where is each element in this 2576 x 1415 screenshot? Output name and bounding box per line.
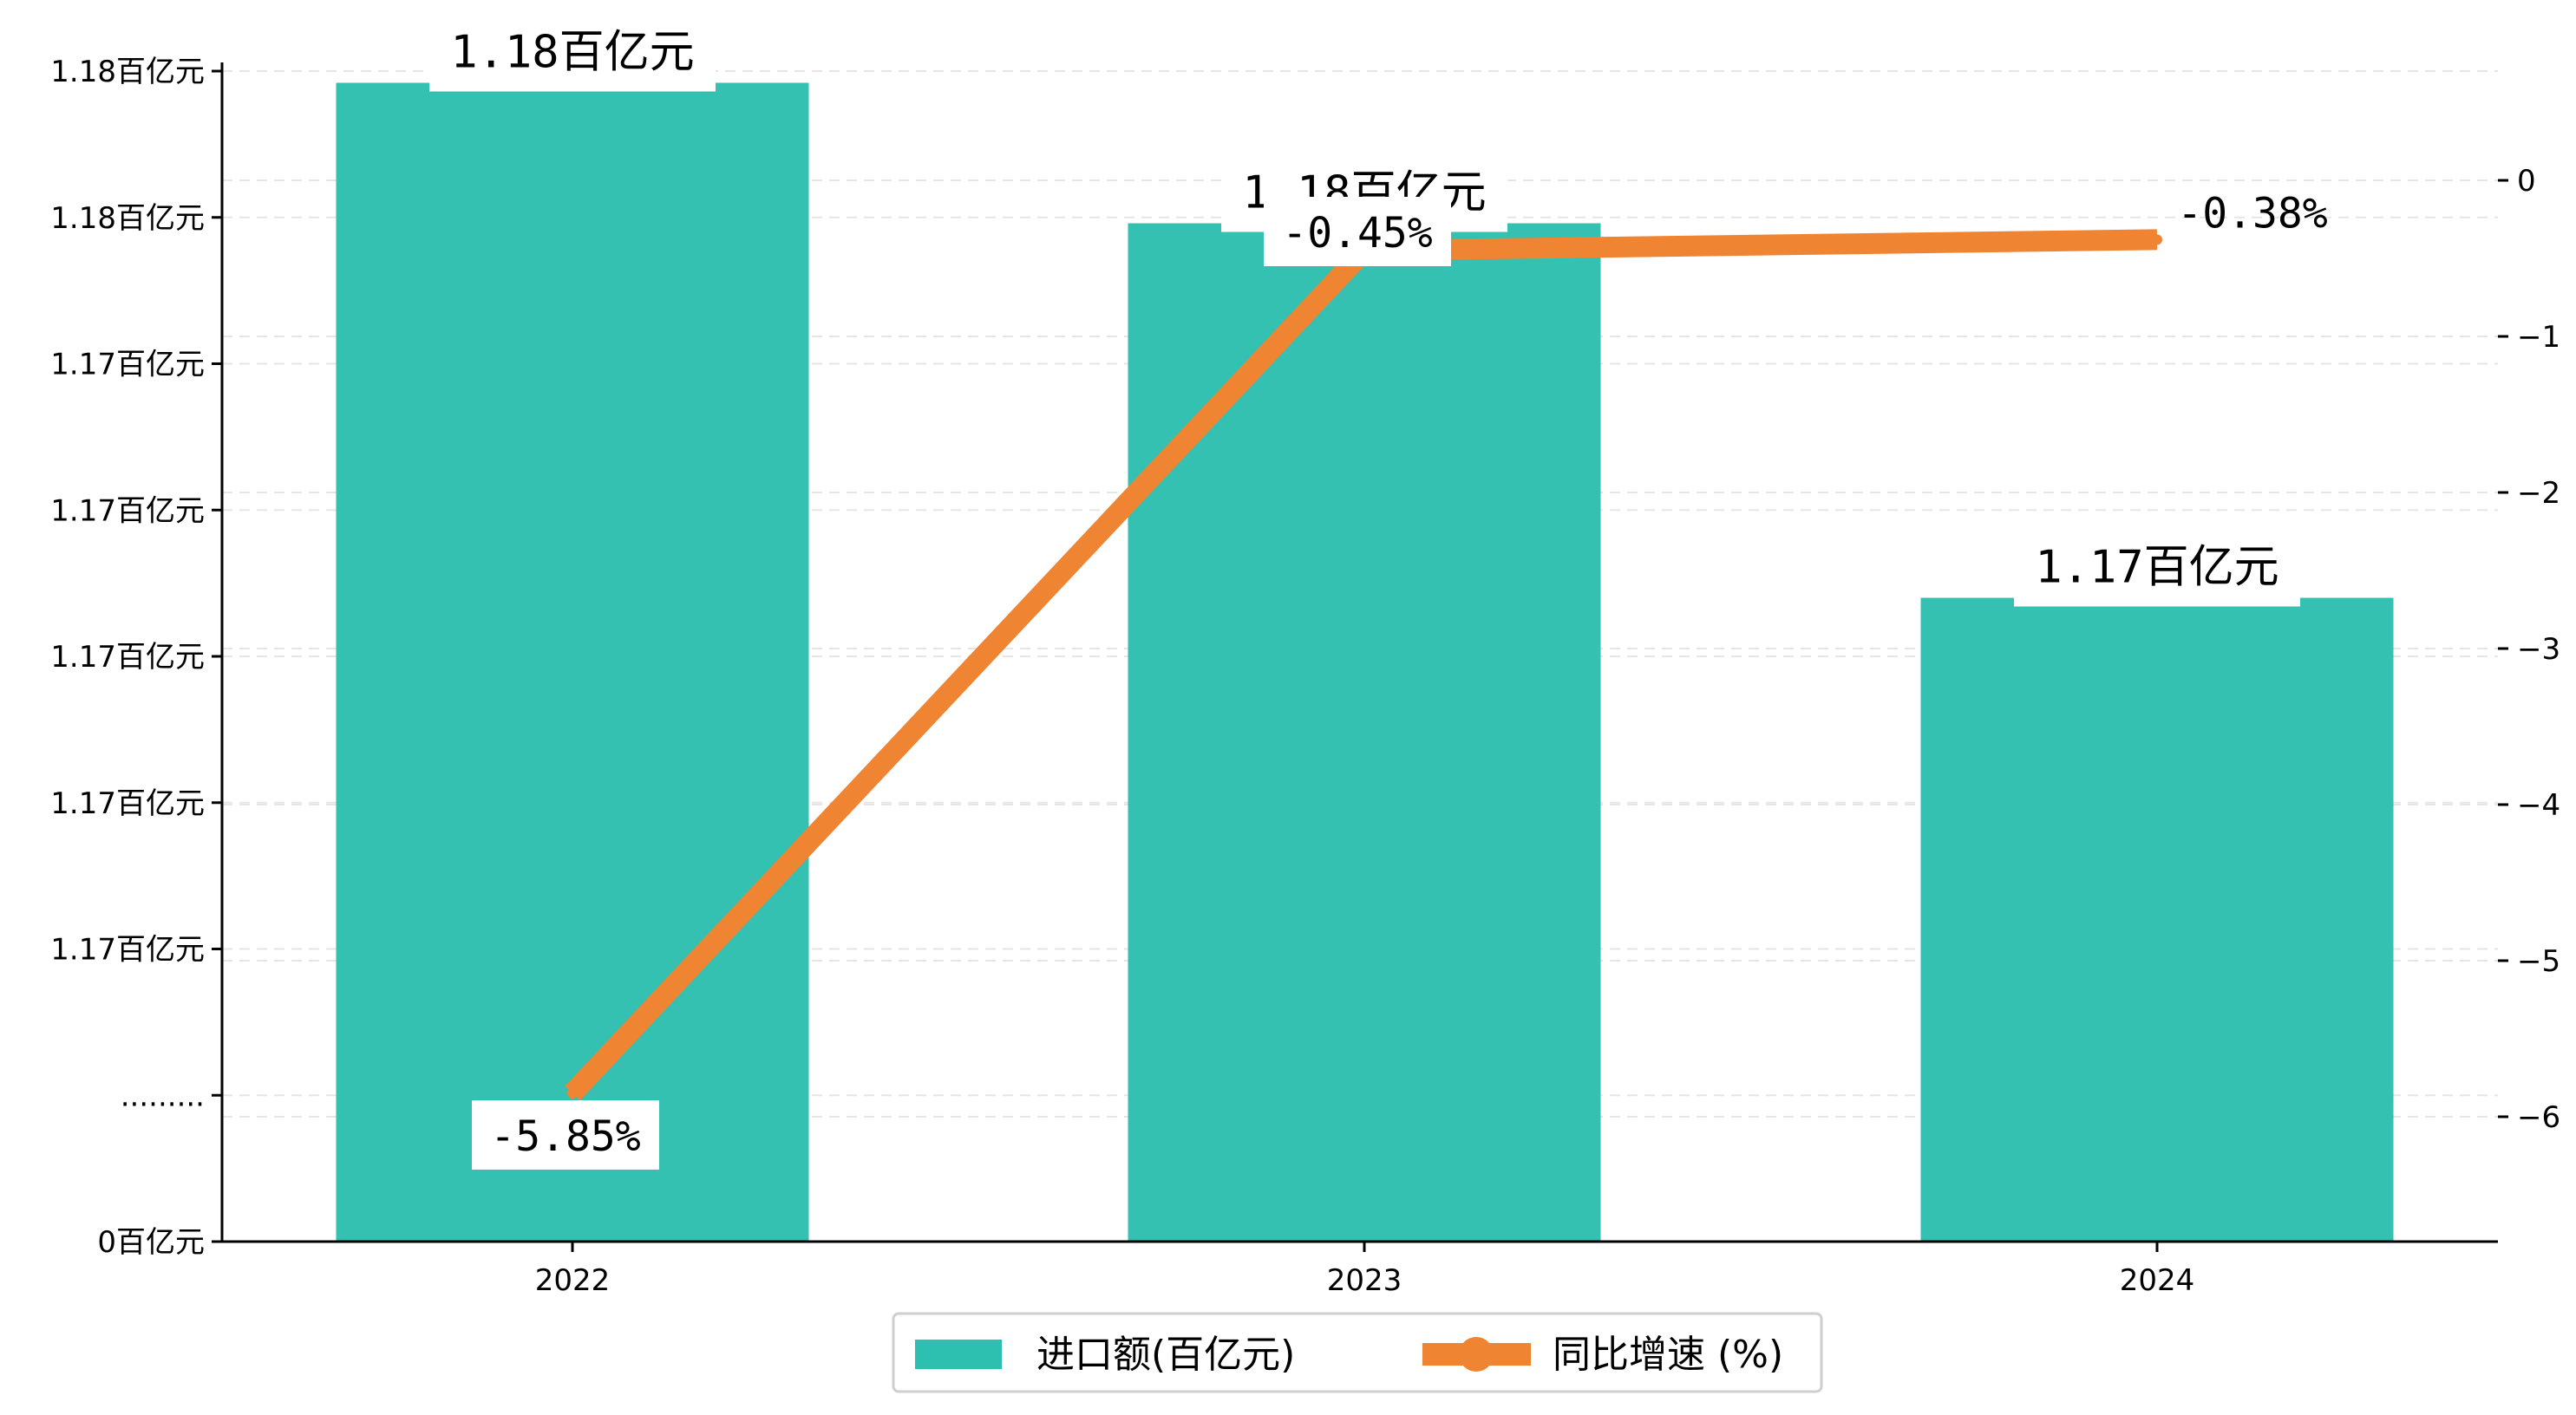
bar-2023 bbox=[1128, 223, 1601, 1242]
line-label-2024: -0.38% bbox=[2177, 189, 2327, 238]
bar-label-bg bbox=[2014, 547, 2300, 607]
bar-label-bg bbox=[429, 32, 716, 92]
line-label-2023: -0.45% bbox=[1282, 209, 1432, 258]
legend-box bbox=[892, 1312, 1823, 1393]
bar-2022 bbox=[336, 82, 809, 1242]
bar-2024 bbox=[1920, 597, 2394, 1242]
x-tick-label: 2022 bbox=[535, 1263, 611, 1298]
legend-line-marker bbox=[1459, 1337, 1494, 1372]
left-tick-label: 1.17百亿元 bbox=[50, 786, 205, 821]
line-label-bg bbox=[472, 1100, 659, 1170]
left-tick-label: 1.18百亿元 bbox=[50, 201, 205, 236]
left-tick-label: 1.17百亿元 bbox=[50, 640, 205, 675]
right-tick-label: −4 bbox=[2517, 788, 2560, 823]
legend: 进口额(百亿元) 同比增速 (%) bbox=[892, 1312, 1823, 1393]
right-tick-label: −6 bbox=[2517, 1100, 2560, 1135]
x-tick-label: 2023 bbox=[1327, 1263, 1402, 1298]
line-label-bg bbox=[1264, 197, 1451, 266]
right-tick-label: −1 bbox=[2517, 320, 2560, 355]
bar-series bbox=[336, 82, 2394, 1242]
growth-point-2022 bbox=[567, 1088, 578, 1099]
legend-bar-swatch bbox=[915, 1340, 1002, 1369]
left-tick-label: 1.17百亿元 bbox=[50, 348, 205, 382]
right-tick-label: −3 bbox=[2517, 632, 2560, 667]
legend-line-label: 同比增速 (%) bbox=[1553, 1333, 1783, 1377]
left-tick-label: 1.17百亿元 bbox=[50, 493, 205, 528]
right-tick-label: −5 bbox=[2517, 944, 2560, 979]
line-label-2022: -5.85% bbox=[490, 1112, 640, 1161]
bar-label-2024: 1.17百亿元 bbox=[2035, 542, 2279, 594]
right-tick-label: −2 bbox=[2517, 476, 2560, 511]
growth-point-2024 bbox=[2152, 234, 2162, 245]
axes: 0百亿元......... 1.17百亿元 1.17百亿元 1.17百亿元 1.17百亿… bbox=[50, 55, 2560, 1298]
bar-label-2022: 1.18百亿元 bbox=[450, 27, 694, 79]
left-tick-label: 1.17百亿元 bbox=[50, 933, 205, 968]
legend-bar-label: 进口额(百亿元) bbox=[1036, 1333, 1295, 1377]
right-tick-label: 0 bbox=[2517, 164, 2536, 199]
left-tick-label: 1.18百亿元 bbox=[50, 55, 205, 89]
left-tick-label: ......... bbox=[121, 1079, 205, 1113]
left-tick-label: 0百亿元 bbox=[97, 1225, 205, 1260]
x-tick-label: 2024 bbox=[2120, 1263, 2195, 1298]
